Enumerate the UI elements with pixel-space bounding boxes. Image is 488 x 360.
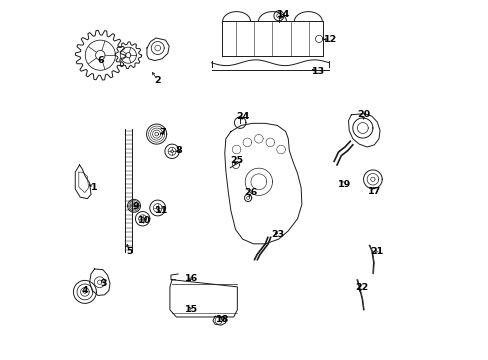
Text: 2: 2: [154, 76, 161, 85]
Text: 16: 16: [184, 274, 198, 283]
Text: 23: 23: [270, 230, 284, 239]
Text: 8: 8: [176, 146, 182, 155]
Text: 19: 19: [337, 180, 350, 189]
Text: 25: 25: [229, 156, 243, 165]
Text: 26: 26: [244, 188, 257, 197]
Text: 17: 17: [367, 187, 380, 196]
Text: 13: 13: [311, 67, 324, 76]
Text: 9: 9: [132, 202, 139, 211]
Text: 21: 21: [370, 247, 383, 256]
Text: 11: 11: [154, 206, 167, 215]
Text: 24: 24: [236, 112, 249, 121]
Text: 3: 3: [101, 279, 107, 288]
Text: 10: 10: [138, 216, 151, 225]
Text: 6: 6: [98, 57, 104, 66]
Text: 7: 7: [159, 128, 166, 137]
Text: 12: 12: [323, 35, 337, 44]
Text: 4: 4: [82, 286, 88, 295]
Text: 1: 1: [91, 183, 98, 192]
Text: 20: 20: [356, 110, 369, 119]
Text: 18: 18: [215, 315, 228, 324]
Text: 5: 5: [125, 247, 132, 256]
Text: 15: 15: [184, 305, 198, 314]
Text: 14: 14: [276, 10, 289, 19]
Text: 22: 22: [354, 283, 367, 292]
